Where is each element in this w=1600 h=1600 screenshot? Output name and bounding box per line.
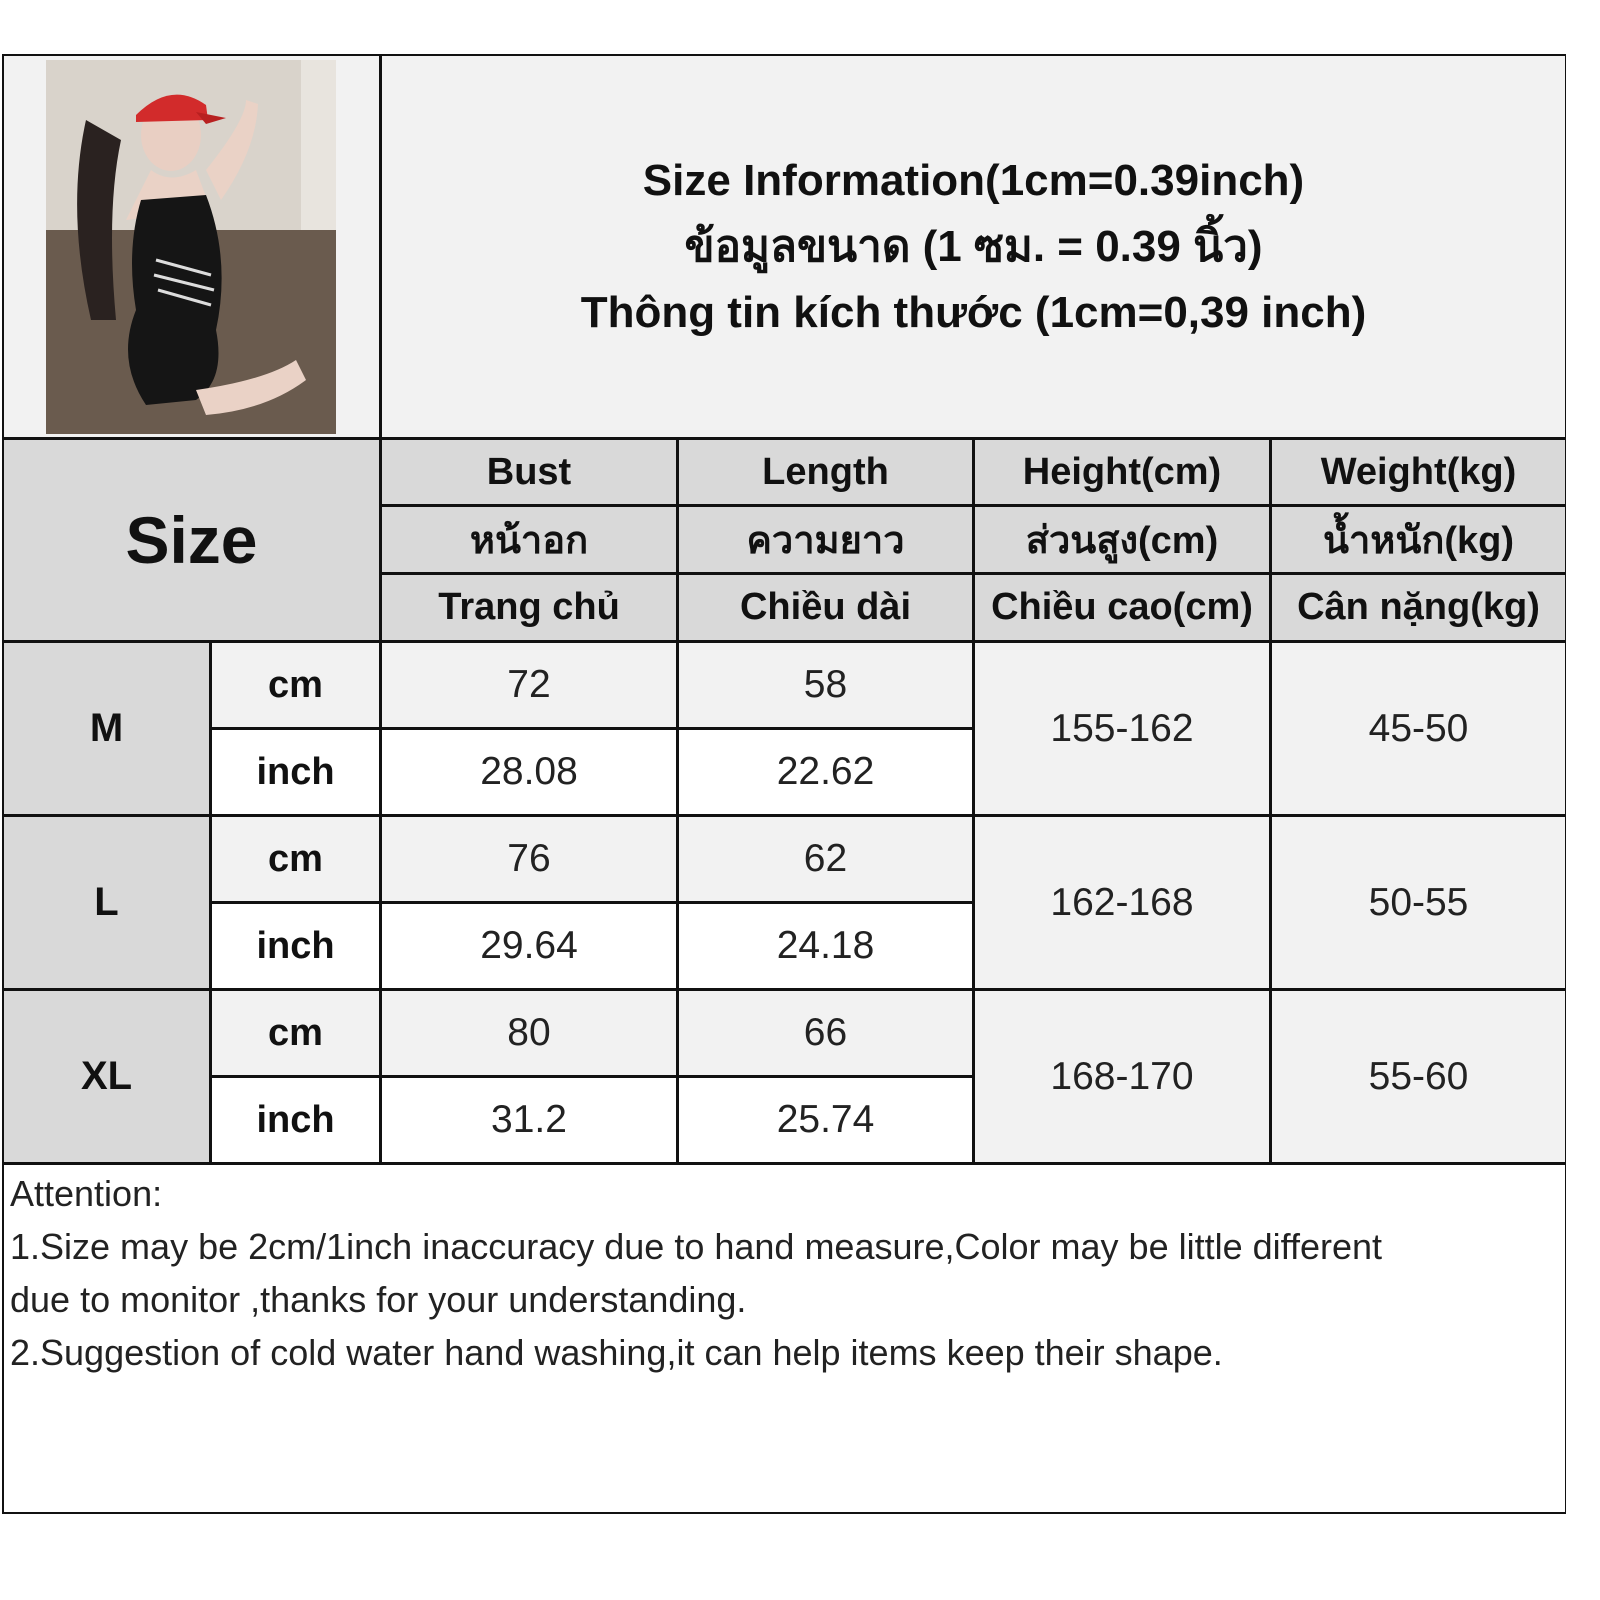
size-label-xl: XL: [4, 991, 209, 1162]
header-bust-th: หน้าอก: [382, 507, 676, 572]
size-label-m: M: [4, 643, 209, 814]
size-label-l: L: [4, 817, 209, 988]
title-block: Size Information(1cm=0.39inch) ข้อมูลขนา…: [382, 56, 1565, 437]
length-inch: 22.62: [679, 730, 972, 814]
attention-notes: Attention: 1.Size may be 2cm/1inch inacc…: [4, 1165, 1565, 1512]
attention-note-1: 1.Size may be 2cm/1inch inaccuracy due t…: [10, 1226, 1383, 1267]
weight-range: 45-50: [1272, 643, 1565, 814]
title-thai: ข้อมูลขนาด (1 ซม. = 0.39 นิ้ว): [684, 221, 1263, 271]
unit-cm: cm: [212, 817, 379, 901]
bust-cm: 72: [382, 643, 676, 727]
size-chart: Size Information(1cm=0.39inch) ข้อมูลขนา…: [2, 54, 1566, 1514]
height-range: 162-168: [975, 817, 1269, 988]
length-inch: 25.74: [679, 1078, 972, 1162]
weight-range: 55-60: [1272, 991, 1565, 1162]
height-range: 155-162: [975, 643, 1269, 814]
attention-note-1-cont: due to monitor ,thanks for your understa…: [10, 1279, 747, 1320]
header-bust-en: Bust: [382, 440, 676, 504]
attention-note-2: 2.Suggestion of cold water hand washing,…: [10, 1332, 1223, 1373]
attention-heading: Attention:: [10, 1173, 163, 1214]
bust-cm: 76: [382, 817, 676, 901]
header-length-vi: Chiều dài: [679, 575, 972, 640]
header-bust-vi: Trang chủ: [382, 575, 676, 640]
header-weight-th: น้ำหนัก(kg): [1272, 507, 1565, 572]
unit-cm: cm: [212, 643, 379, 727]
unit-inch: inch: [212, 730, 379, 814]
header-weight-vi: Cân nặng(kg): [1272, 575, 1565, 640]
length-cm: 58: [679, 643, 972, 727]
unit-cm: cm: [212, 991, 379, 1075]
header-length-th: ความยาว: [679, 507, 972, 572]
bust-inch: 29.64: [382, 904, 676, 988]
product-photo: [46, 60, 336, 434]
height-range: 168-170: [975, 991, 1269, 1162]
header-height-en: Height(cm): [975, 440, 1269, 504]
header-height-vi: Chiều cao(cm): [975, 575, 1269, 640]
bust-inch: 31.2: [382, 1078, 676, 1162]
title-english: Size Information(1cm=0.39inch): [642, 155, 1305, 205]
weight-range: 50-55: [1272, 817, 1565, 988]
bust-inch: 28.08: [382, 730, 676, 814]
length-inch: 24.18: [679, 904, 972, 988]
unit-inch: inch: [212, 904, 379, 988]
size-header: Size: [4, 440, 379, 640]
product-photo-cell: [4, 56, 379, 437]
length-cm: 66: [679, 991, 972, 1075]
header-length-en: Length: [679, 440, 972, 504]
bust-cm: 80: [382, 991, 676, 1075]
header-weight-en: Weight(kg): [1272, 440, 1565, 504]
header-height-th: ส่วนสูง(cm): [975, 507, 1269, 572]
unit-inch: inch: [212, 1078, 379, 1162]
length-cm: 62: [679, 817, 972, 901]
title-vietnamese: Thông tin kích thước (1cm=0,39 inch): [580, 287, 1367, 337]
